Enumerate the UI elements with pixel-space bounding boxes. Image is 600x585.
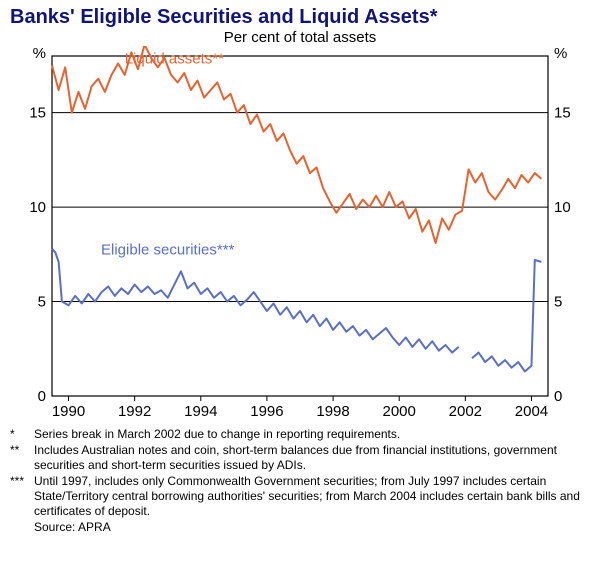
svg-text:15: 15 [29,105,46,122]
svg-text:1998: 1998 [316,403,349,420]
svg-text:2004: 2004 [515,403,548,420]
series-label: Liquid assets** [125,51,224,68]
footnotes: *Series break in March 2002 due to chang… [10,427,590,535]
chart-subtitle: Per cent of total assets [10,29,590,46]
svg-text:15: 15 [554,105,571,122]
svg-text:10: 10 [29,199,46,216]
svg-text:5: 5 [554,294,562,311]
svg-text:1996: 1996 [250,403,283,420]
footnote-text: Series break in March 2002 due to change… [34,427,590,442]
source-line: Source: APRA [10,520,590,535]
svg-text:2000: 2000 [383,403,416,420]
svg-text:%: % [33,46,46,62]
svg-text:10: 10 [554,199,571,216]
svg-text:1992: 1992 [118,403,151,420]
svg-text:0: 0 [38,388,46,405]
footnote-text: Until 1997, includes only Commonwealth G… [34,474,590,519]
svg-text:5: 5 [38,294,46,311]
footnote-mark: * [10,427,34,442]
svg-text:1994: 1994 [184,403,217,420]
svg-text:0: 0 [554,388,562,405]
footnote-text: Includes Australian notes and coin, shor… [34,443,590,473]
series-label: Eligible securities*** [101,241,235,258]
footnote-row: **Includes Australian notes and coin, sh… [10,443,590,473]
svg-text:2002: 2002 [449,403,482,420]
svg-text:1990: 1990 [52,403,85,420]
svg-text:%: % [554,46,567,62]
footnote-row: ***Until 1997, includes only Commonwealt… [10,474,590,519]
line-chart: 0 0 5 5 10 10 15 15%% 1990 1992 1994 1996 1998 2000 20… [10,46,590,426]
chart-title: Banks' Eligible Securities and Liquid As… [10,6,590,29]
footnote-mark: *** [10,474,34,519]
footnote-row: *Series break in March 2002 due to chang… [10,427,590,442]
footnote-mark: ** [10,443,34,473]
